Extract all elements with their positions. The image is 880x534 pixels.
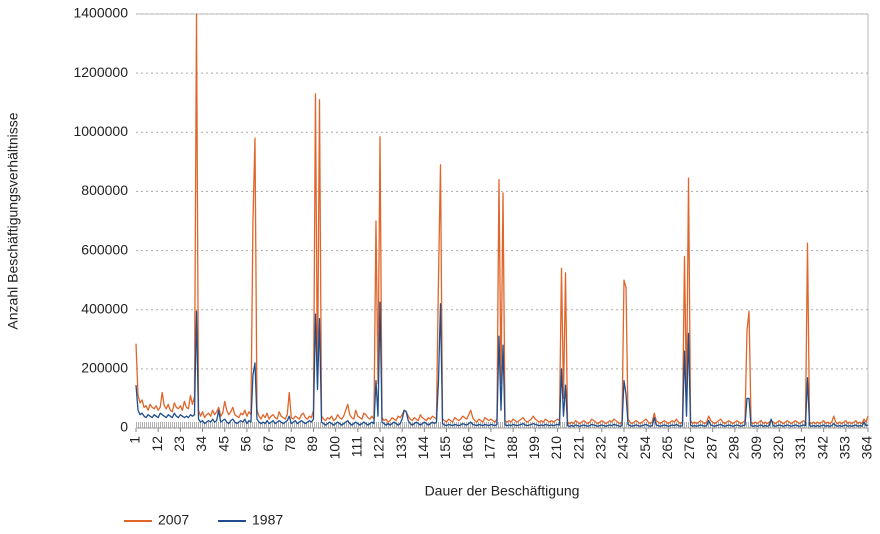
x-tick-label: 364 [859, 436, 875, 460]
x-tick-label: 155 [437, 436, 453, 460]
legend: 2007 1987 [124, 512, 283, 528]
x-tick-label: 342 [814, 436, 830, 460]
x-tick-label: 276 [681, 436, 697, 460]
x-tick-label: 1 [127, 436, 143, 444]
x-tick-label: 298 [726, 436, 742, 460]
x-tick-label: 210 [548, 436, 564, 460]
x-tick-label: 67 [260, 436, 276, 452]
y-tick-label: 1200000 [73, 64, 128, 80]
x-tick-label: 254 [637, 436, 653, 460]
y-tick-label: 400000 [81, 300, 128, 316]
x-tick-label: 111 [349, 436, 365, 457]
x-tick-label: 309 [748, 436, 764, 460]
legend-label: 1987 [252, 512, 283, 528]
x-tick-label: 353 [837, 436, 853, 460]
x-tick-label: 287 [703, 436, 719, 460]
minor-ticks [136, 422, 868, 428]
y-axis-label: Anzahl Beschäftigungsverhältnisse [5, 112, 21, 329]
x-tick-label: 221 [570, 436, 586, 460]
x-tick-label: 177 [482, 436, 498, 460]
x-tick-label: 199 [526, 436, 542, 460]
x-axis-label: Dauer der Beschäftigung [425, 483, 580, 499]
y-tick-label: 1000000 [73, 123, 128, 139]
x-tick-label: 100 [326, 436, 342, 460]
line-series [135, 13, 869, 425]
x-tick-label: 133 [393, 436, 409, 460]
x-tick-label: 12 [149, 436, 165, 452]
x-tick-label: 56 [238, 436, 254, 452]
x-tick-label: 144 [415, 436, 431, 460]
x-tick-label: 320 [770, 436, 786, 460]
x-tick-label: 232 [593, 436, 609, 460]
y-tick-label: 0 [120, 419, 128, 435]
x-tick-label: 34 [193, 436, 209, 452]
y-tick-label: 200000 [81, 360, 128, 376]
x-tick-label: 78 [282, 436, 298, 452]
x-tick-label: 243 [615, 436, 631, 460]
y-tick-label: 1400000 [73, 5, 128, 21]
x-tick-label: 265 [659, 436, 675, 460]
y-tick-label: 600000 [81, 241, 128, 257]
legend-label: 2007 [158, 512, 189, 528]
x-tick-label: 45 [215, 436, 231, 452]
x-tick-label: 166 [459, 436, 475, 460]
x-tick-label: 188 [504, 436, 520, 460]
line-series [135, 301, 869, 427]
x-tick-label: 23 [171, 436, 187, 452]
x-tick-label: 122 [371, 436, 387, 460]
x-tick-label: 89 [304, 436, 320, 452]
y-tick-label: 800000 [81, 182, 128, 198]
x-tick-label: 331 [792, 436, 808, 460]
